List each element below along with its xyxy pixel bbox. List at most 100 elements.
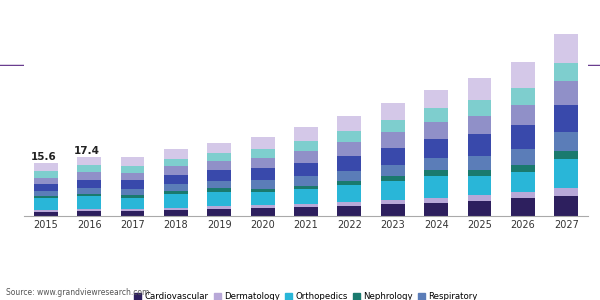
Bar [337,131,361,142]
Bar [164,159,188,166]
Bar [294,151,318,163]
Bar [511,172,535,191]
Bar [294,207,318,216]
Bar [424,176,448,198]
Bar [164,210,188,216]
Bar [77,209,101,211]
Bar [121,198,145,208]
Bar [337,116,361,131]
Bar [208,181,231,188]
Bar [34,172,58,178]
Bar [251,149,275,158]
Bar [34,178,58,184]
Bar [164,175,188,184]
Bar [337,185,361,202]
Bar [208,191,231,206]
Bar [208,161,231,170]
Bar [381,148,404,165]
Bar [511,62,535,88]
Bar [121,211,145,216]
Bar [294,204,318,207]
Bar [467,100,491,116]
Bar [208,206,231,209]
Bar [511,149,535,165]
Bar [251,208,275,216]
Bar [77,157,101,165]
Bar [511,191,535,198]
Bar [511,125,535,149]
Bar [467,201,491,216]
Bar [424,203,448,216]
Bar [554,159,578,188]
Bar [77,172,101,180]
Bar [77,196,101,209]
Bar [381,120,404,132]
Bar [554,188,578,196]
Bar [554,63,578,81]
Bar [554,34,578,63]
Bar [121,195,145,198]
Bar [424,158,448,170]
Bar [554,105,578,132]
Bar [381,132,404,148]
Bar [467,170,491,176]
Bar [554,81,578,105]
Bar [381,204,404,216]
Bar [208,143,231,153]
Bar [34,212,58,216]
Bar [467,155,491,170]
Bar [34,184,58,191]
Text: Source: www.grandviewresearch.com: Source: www.grandviewresearch.com [6,288,149,297]
Bar [34,196,58,198]
Bar [77,180,101,188]
Bar [251,137,275,149]
Bar [511,198,535,216]
Bar [337,171,361,181]
Bar [164,208,188,210]
Text: 15.6: 15.6 [31,152,56,162]
Bar [554,196,578,216]
Bar [381,200,404,204]
Bar [381,165,404,176]
Bar [34,163,58,172]
Bar [424,90,448,108]
Bar [77,194,101,196]
Bar [251,189,275,192]
Bar [381,103,404,120]
Bar [164,184,188,191]
Bar [337,142,361,156]
Bar [251,192,275,205]
Bar [294,163,318,176]
Bar [467,134,491,155]
Bar [121,166,145,172]
Bar [77,188,101,194]
Bar [251,158,275,168]
Bar [337,202,361,206]
Bar [251,168,275,180]
Bar [121,172,145,180]
Text: 17.4: 17.4 [74,146,100,156]
Bar [34,198,58,210]
Bar [251,180,275,189]
Bar [424,170,448,176]
Bar [121,157,145,166]
Bar [294,176,318,186]
Bar [164,166,188,175]
Bar [294,186,318,190]
Bar [208,170,231,181]
Text: U.K. medical device validation & verification market size,
by therapeutic area, : U.K. medical device validation & verific… [110,16,490,44]
Bar [467,116,491,134]
Bar [511,165,535,172]
Bar [467,78,491,100]
Bar [164,194,188,208]
Bar [511,88,535,104]
Bar [337,206,361,216]
Bar [511,104,535,125]
Bar [554,151,578,159]
Bar [467,195,491,201]
Bar [381,181,404,200]
Bar [424,122,448,139]
Bar [121,180,145,189]
Bar [337,156,361,171]
Bar [381,176,404,181]
